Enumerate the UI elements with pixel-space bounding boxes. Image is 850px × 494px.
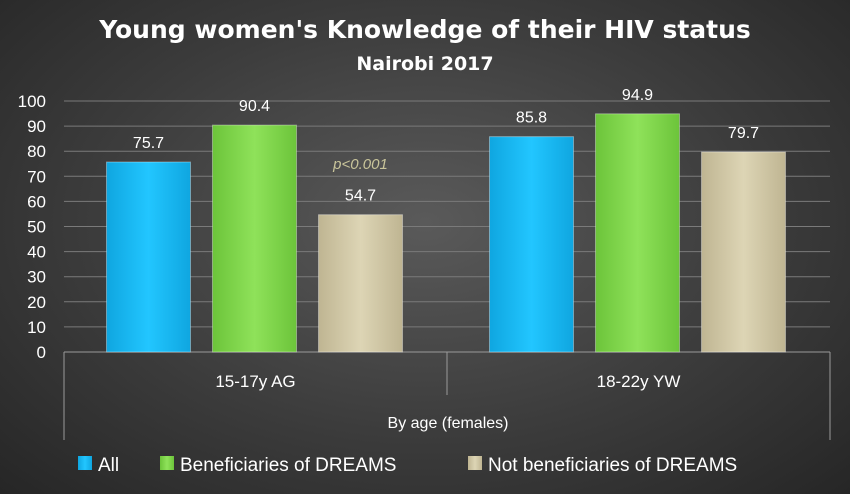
- data-label: 54.7: [345, 188, 376, 205]
- legend-label: Beneficiaries of DREAMS: [180, 455, 396, 476]
- bar: [489, 136, 574, 353]
- legend-swatch: [468, 456, 482, 470]
- y-axis-ticks: 0 10 20 30 40 50 60 70 80 90 100: [18, 92, 46, 362]
- y-tick-label: 100: [18, 92, 46, 111]
- legend-label: Not beneficiaries of DREAMS: [488, 455, 737, 476]
- bar: [318, 214, 403, 353]
- category-label: 15-17y AG: [215, 372, 295, 391]
- chart-subtitle: Nairobi 2017: [356, 53, 493, 75]
- bar: [106, 161, 191, 353]
- data-label: 94.9: [622, 87, 653, 104]
- chart-title: Young women's Knowledge of their HIV sta…: [98, 15, 751, 44]
- data-label: 79.7: [728, 125, 759, 142]
- y-tick-label: 30: [27, 268, 46, 287]
- gridlines: [64, 100, 830, 353]
- category-labels: 15-17y AG 18-22y YW: [215, 372, 680, 391]
- category-label: 18-22y YW: [597, 372, 681, 391]
- legend-swatch: [78, 456, 92, 470]
- bar: [595, 113, 680, 353]
- p-value-annotation: p<0.001: [332, 156, 388, 173]
- y-tick-label: 60: [27, 192, 46, 211]
- data-label: 75.7: [133, 135, 164, 152]
- data-label: 85.8: [516, 110, 547, 127]
- y-tick-label: 80: [27, 142, 46, 161]
- y-tick-label: 0: [37, 343, 46, 362]
- data-label: 90.4: [239, 98, 270, 115]
- y-tick-label: 70: [27, 167, 46, 186]
- y-tick-label: 20: [27, 293, 46, 312]
- bar: [212, 124, 297, 353]
- bar: [701, 151, 786, 353]
- y-tick-label: 90: [27, 117, 46, 136]
- legend: All Beneficiaries of DREAMS Not beneficiar…: [78, 455, 737, 476]
- data-labels: 75.7 90.4 54.7 85.8 94.9 79.7: [133, 87, 759, 205]
- legend-swatch: [160, 456, 174, 470]
- y-tick-label: 40: [27, 243, 46, 262]
- bars: [106, 113, 786, 353]
- y-tick-label: 10: [27, 318, 46, 337]
- y-tick-label: 50: [27, 218, 46, 237]
- legend-label: All: [98, 455, 119, 476]
- x-axis-title: By age (females): [388, 415, 509, 432]
